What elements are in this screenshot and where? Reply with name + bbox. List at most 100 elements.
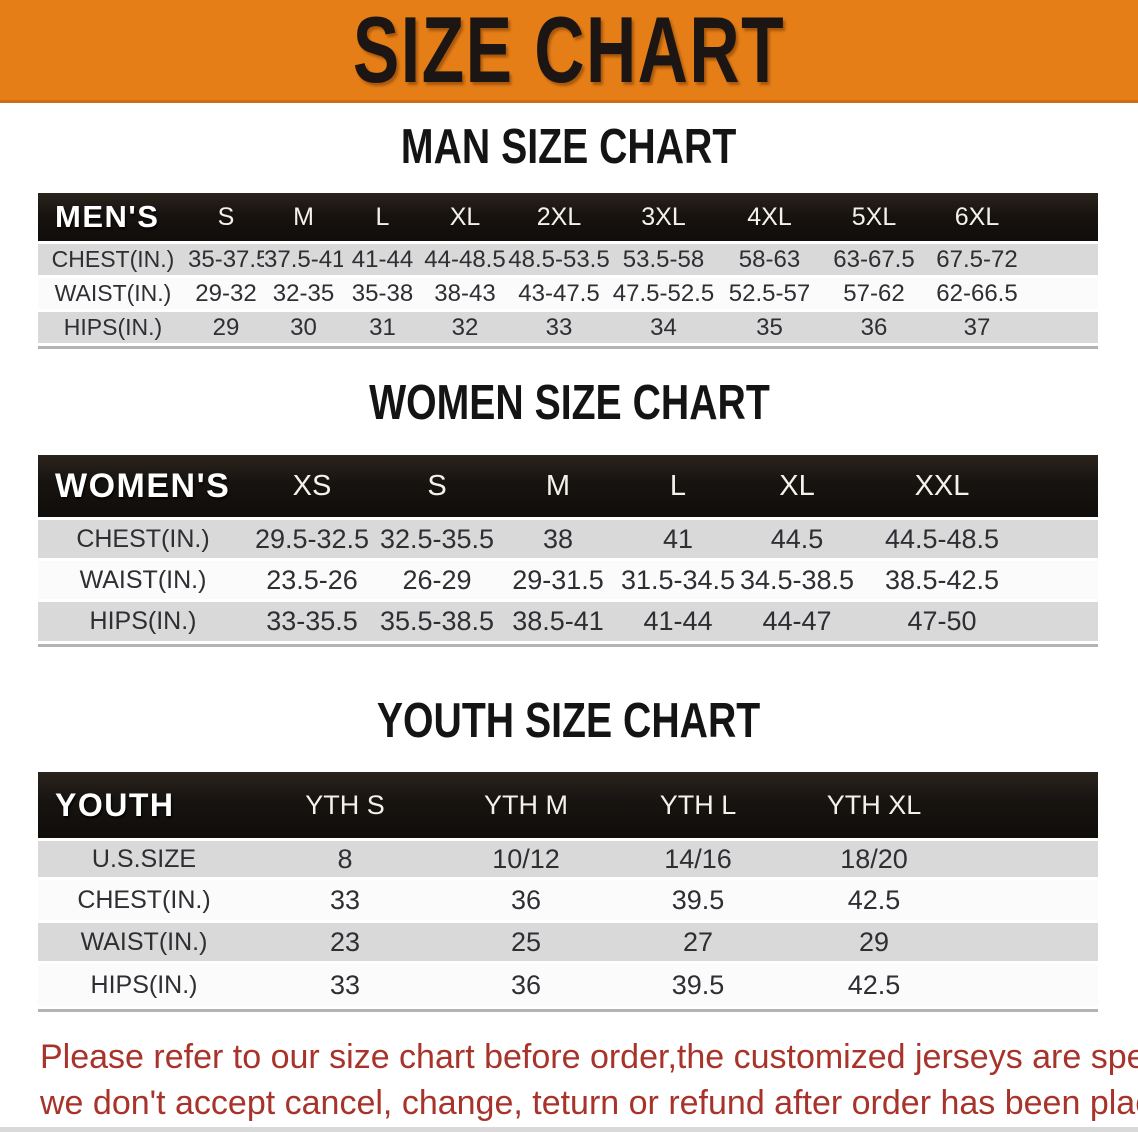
size-value-cell: 36 bbox=[440, 880, 612, 920]
size-column-header: XXL bbox=[856, 455, 1028, 517]
empty-cell bbox=[1028, 561, 1098, 599]
banner-title: SIZE CHART bbox=[352, 0, 786, 102]
size-column-header: S bbox=[376, 455, 498, 517]
row-label: WAIST(IN.) bbox=[38, 561, 248, 599]
group-label: WOMEN'S bbox=[38, 455, 248, 517]
group-label: MEN'S bbox=[38, 193, 188, 241]
size-value-cell: 41-44 bbox=[618, 602, 738, 641]
size-value-cell: 34 bbox=[610, 312, 717, 343]
table-row: WAIST(IN.) 23 25 27 29 bbox=[38, 923, 1098, 961]
empty-cell bbox=[964, 964, 1098, 1006]
empty-cell bbox=[964, 841, 1098, 877]
size-value-cell: 35-37.5 bbox=[188, 244, 264, 275]
size-value-cell: 43-47.5 bbox=[508, 278, 610, 309]
empty-cell bbox=[964, 880, 1098, 920]
empty-cell bbox=[1028, 602, 1098, 641]
size-value-cell: 44-48.5 bbox=[422, 244, 508, 275]
size-column-header: M bbox=[264, 193, 343, 241]
size-value-cell: 39.5 bbox=[612, 880, 784, 920]
size-value-cell: 29 bbox=[188, 312, 264, 343]
size-value-cell: 41-44 bbox=[343, 244, 422, 275]
empty-cell bbox=[1028, 520, 1098, 558]
table-row: HIPS(IN.) 29 30 31 32 33 34 35 36 37 bbox=[38, 312, 1098, 343]
size-value-cell: 58-63 bbox=[717, 244, 822, 275]
size-value-cell: 53.5-58 bbox=[610, 244, 717, 275]
size-value-cell: 33 bbox=[508, 312, 610, 343]
size-column-header: M bbox=[498, 455, 618, 517]
disclaimer-note: Please refer to our size chart before or… bbox=[40, 1034, 1138, 1126]
size-value-cell: 29.5-32.5 bbox=[248, 520, 376, 558]
size-value-cell: 10/12 bbox=[440, 841, 612, 877]
size-value-cell: 31 bbox=[343, 312, 422, 343]
size-column-header: XS bbox=[248, 455, 376, 517]
size-column-header: YTH L bbox=[612, 772, 784, 838]
section-title-text: YOUTH SIZE CHART bbox=[377, 694, 761, 748]
size-value-cell: 47.5-52.5 bbox=[610, 278, 717, 309]
youth-size-table: YOUTH YTH S YTH M YTH L YTH XL U.S.SIZE 8 10/12… bbox=[38, 769, 1098, 1012]
size-value-cell: 30 bbox=[264, 312, 343, 343]
size-column-header: S bbox=[188, 193, 264, 241]
size-column-header: YTH XL bbox=[784, 772, 964, 838]
size-column-header: XL bbox=[738, 455, 856, 517]
empty-cell bbox=[1028, 193, 1098, 241]
empty-cell bbox=[1028, 455, 1098, 517]
empty-cell bbox=[964, 923, 1098, 961]
size-value-cell: 67.5-72 bbox=[926, 244, 1028, 275]
size-value-cell: 44.5-48.5 bbox=[856, 520, 1028, 558]
size-value-cell: 52.5-57 bbox=[717, 278, 822, 309]
youth-size-chart-title: YOUTH SIZE CHART bbox=[0, 696, 1138, 746]
size-value-cell: 14/16 bbox=[612, 841, 784, 877]
section-title-text: MAN SIZE CHART bbox=[401, 120, 737, 174]
size-value-cell: 42.5 bbox=[784, 964, 964, 1006]
size-value-cell: 44-47 bbox=[738, 602, 856, 641]
size-column-header: YTH M bbox=[440, 772, 612, 838]
empty-cell bbox=[1028, 312, 1098, 343]
disclaimer-line-1: Please refer to our size chart before or… bbox=[40, 1038, 1138, 1076]
table-row: CHEST(IN.) 35-37.5 37.5-41 41-44 44-48.5 48.5… bbox=[38, 244, 1098, 275]
table-row: WAIST(IN.) 29-32 32-35 35-38 38-43 43-47.5 47.… bbox=[38, 278, 1098, 309]
size-value-cell: 31.5-34.5 bbox=[618, 561, 738, 599]
size-value-cell: 36 bbox=[822, 312, 926, 343]
size-value-cell: 8 bbox=[250, 841, 440, 877]
size-value-cell: 38.5-42.5 bbox=[856, 561, 1028, 599]
size-value-cell: 37 bbox=[926, 312, 1028, 343]
size-value-cell: 29-32 bbox=[188, 278, 264, 309]
size-column-header: 4XL bbox=[717, 193, 822, 241]
size-value-cell: 33 bbox=[250, 880, 440, 920]
row-label: HIPS(IN.) bbox=[38, 602, 248, 641]
size-value-cell: 37.5-41 bbox=[264, 244, 343, 275]
table-row: CHEST(IN.) 29.5-32.5 32.5-35.5 38 41 44.5 44.5… bbox=[38, 520, 1098, 558]
size-value-cell: 27 bbox=[612, 923, 784, 961]
empty-cell bbox=[1028, 244, 1098, 275]
size-value-cell: 38.5-41 bbox=[498, 602, 618, 641]
table-row: HIPS(IN.) 33 36 39.5 42.5 bbox=[38, 964, 1098, 1006]
size-value-cell: 57-62 bbox=[822, 278, 926, 309]
row-label: WAIST(IN.) bbox=[38, 278, 188, 309]
row-label: HIPS(IN.) bbox=[38, 312, 188, 343]
size-value-cell: 35 bbox=[717, 312, 822, 343]
table-row: U.S.SIZE 8 10/12 14/16 18/20 bbox=[38, 841, 1098, 877]
row-label: CHEST(IN.) bbox=[38, 244, 188, 275]
size-chart-banner: SIZE CHART bbox=[0, 0, 1138, 103]
womens-size-table: WOMEN'S XS S M L XL XXL CHEST(IN.) 29.5-32.5 32.5… bbox=[38, 452, 1098, 647]
size-value-cell: 29-31.5 bbox=[498, 561, 618, 599]
row-label: WAIST(IN.) bbox=[38, 923, 250, 961]
table-row: CHEST(IN.) 33 36 39.5 42.5 bbox=[38, 880, 1098, 920]
size-column-header: 5XL bbox=[822, 193, 926, 241]
mens-size-table: MEN'S S M L XL 2XL 3XL 4XL 5XL 6XL CHEST(IN.) 35-37… bbox=[38, 190, 1098, 349]
size-value-cell: 29 bbox=[784, 923, 964, 961]
size-column-header: 2XL bbox=[508, 193, 610, 241]
size-value-cell: 32-35 bbox=[264, 278, 343, 309]
women-size-chart-title: WOMEN SIZE CHART bbox=[0, 378, 1138, 428]
size-value-cell: 34.5-38.5 bbox=[738, 561, 856, 599]
size-value-cell: 47-50 bbox=[856, 602, 1028, 641]
size-value-cell: 42.5 bbox=[784, 880, 964, 920]
size-value-cell: 23.5-26 bbox=[248, 561, 376, 599]
empty-cell bbox=[964, 772, 1098, 838]
section-title-text: WOMEN SIZE CHART bbox=[368, 376, 770, 430]
empty-cell bbox=[1028, 278, 1098, 309]
size-value-cell: 23 bbox=[250, 923, 440, 961]
size-column-header: 6XL bbox=[926, 193, 1028, 241]
size-value-cell: 35.5-38.5 bbox=[376, 602, 498, 641]
table-row: WAIST(IN.) 23.5-26 26-29 29-31.5 31.5-34.5 34… bbox=[38, 561, 1098, 599]
